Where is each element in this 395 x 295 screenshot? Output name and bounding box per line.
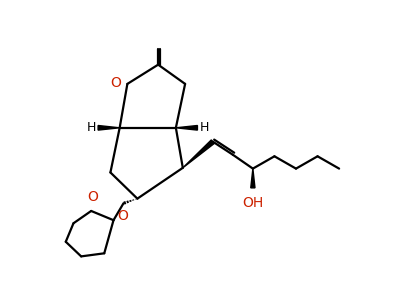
Text: O: O bbox=[117, 209, 128, 223]
Text: H: H bbox=[200, 121, 209, 134]
Text: O: O bbox=[110, 76, 121, 90]
Polygon shape bbox=[98, 125, 120, 130]
Polygon shape bbox=[183, 140, 214, 168]
Text: H: H bbox=[87, 121, 96, 134]
Text: OH: OH bbox=[242, 196, 263, 209]
Polygon shape bbox=[176, 125, 198, 130]
Polygon shape bbox=[251, 169, 255, 188]
Text: O: O bbox=[87, 190, 98, 204]
